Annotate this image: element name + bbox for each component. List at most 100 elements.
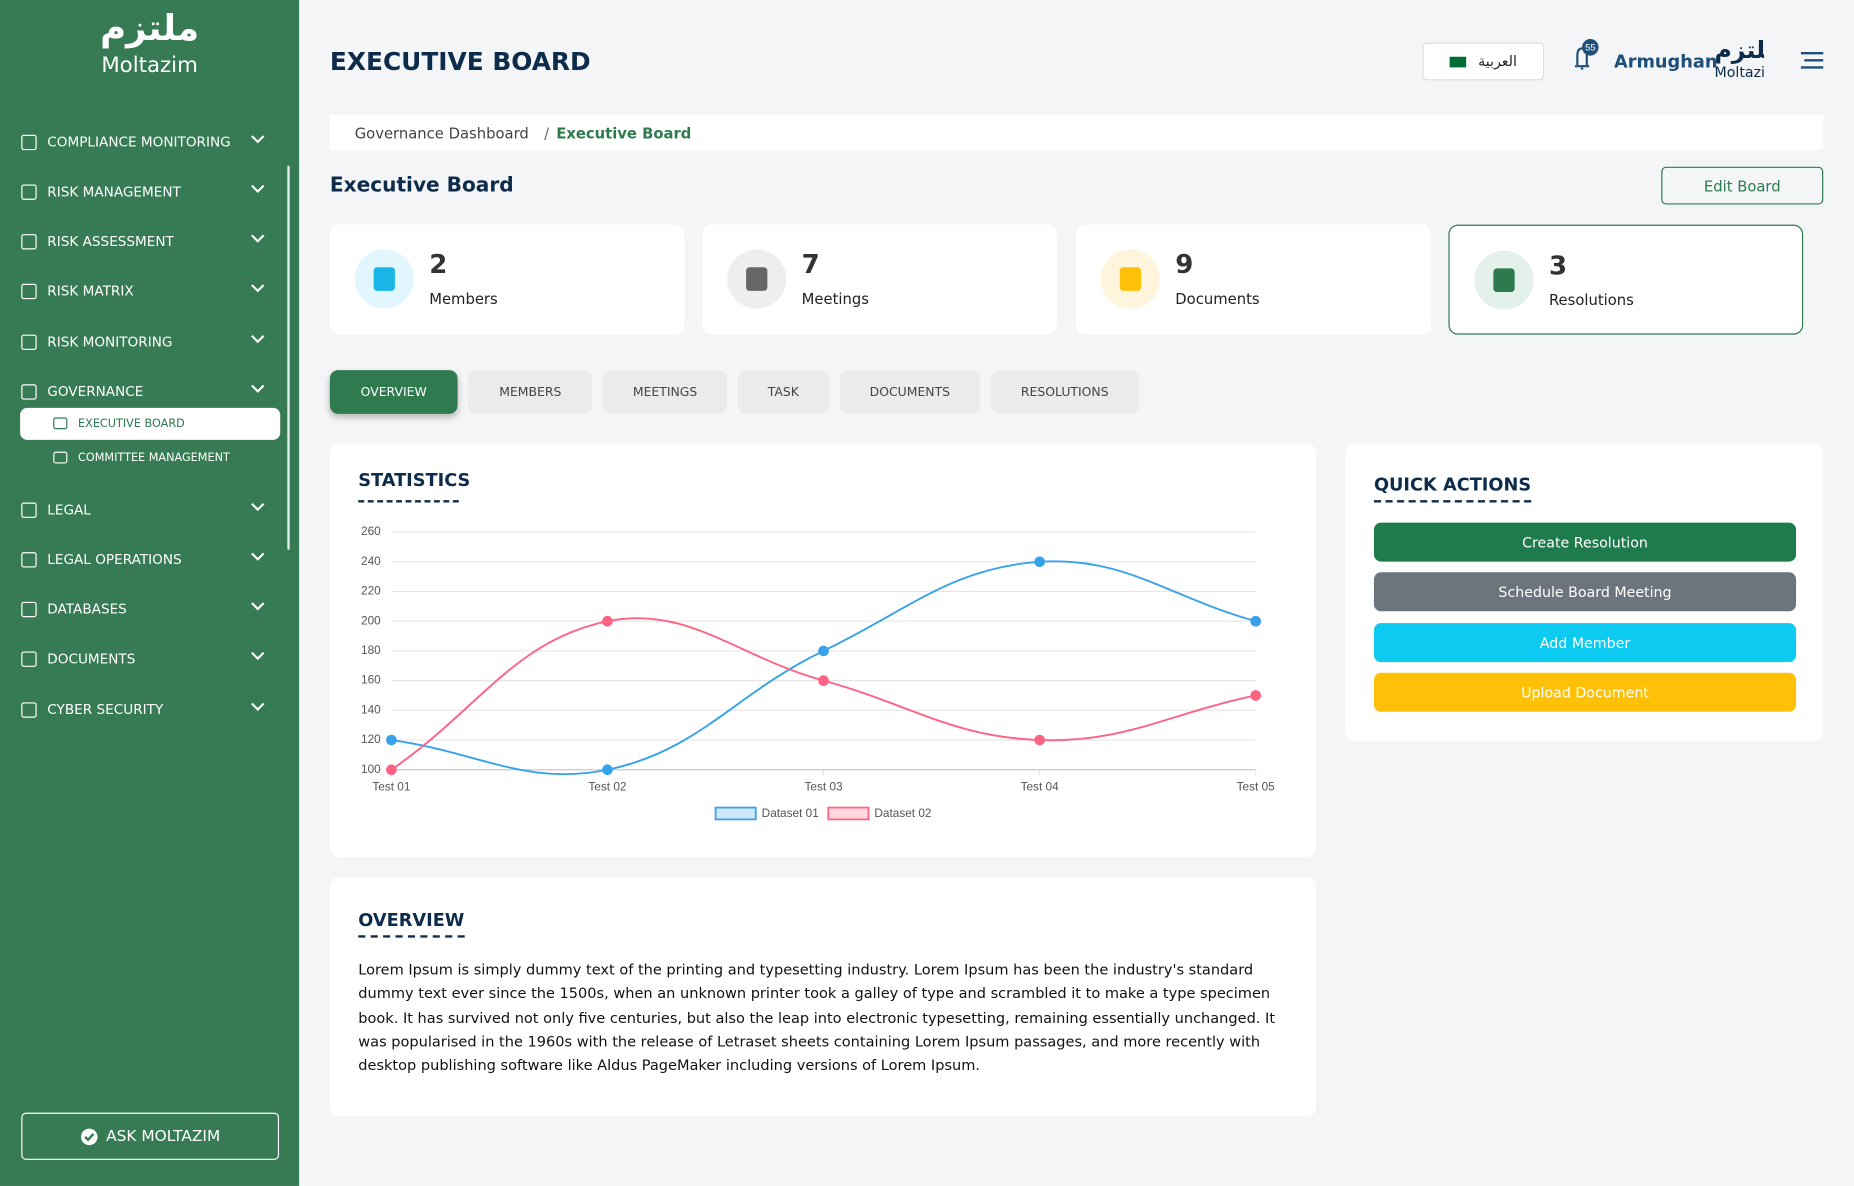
sidebar: ملتزم Moltazim ASK MOLTAZIM COMPLIANCE M… [0, 0, 300, 1186]
menu-icon [21, 233, 37, 249]
check-icon [80, 1128, 98, 1145]
menu-item[interactable]: DOCUMENTS [21, 647, 269, 671]
menu-item[interactable]: CYBER SECURITY [21, 698, 269, 722]
point [1034, 556, 1045, 568]
tab[interactable]: OVERVIEW [329, 370, 458, 414]
x-tick-label: Test 05 [1237, 780, 1276, 794]
x-tick-label: Test 02 [588, 780, 626, 794]
breadcrumb-current: Executive Board [556, 123, 692, 142]
breadcrumb-separator: / [544, 123, 550, 142]
brand-logo: ملتزم Moltazim [1714, 35, 1764, 85]
menu-item[interactable]: DATABASES [21, 597, 269, 621]
statistics-card: STATISTICS 100 120 140 160 180 200 220 240 260 Te… [329, 443, 1317, 858]
y-tick-label: 260 [361, 524, 381, 538]
chart-title: STATISTICS [358, 471, 470, 491]
menu-icon [21, 551, 37, 567]
legend-swatch [714, 806, 757, 821]
stat-icon [354, 249, 414, 309]
menu-label: CYBER SECURITY [47, 701, 164, 718]
y-tick-label: 200 [361, 613, 381, 627]
chevron [251, 135, 265, 144]
menu-item[interactable]: RISK ASSESSMENT [21, 229, 269, 253]
tab[interactable]: DOCUMENTS [839, 370, 981, 414]
y-tick-label: 140 [361, 702, 381, 716]
menu-item[interactable]: RISK MANAGEMENT [21, 180, 269, 204]
menu-icon [21, 283, 37, 299]
ask-button[interactable]: ASK MOLTAZIM [21, 1112, 280, 1160]
submenu-item[interactable]: EXECUTIVE BOARD [20, 407, 281, 440]
menu-label: DATABASES [47, 600, 127, 618]
stat-label: Meetings [801, 289, 869, 308]
submenu-icon [53, 417, 68, 430]
quick-actions-card: QUICK ACTIONS Create Resolution Schedule … [1345, 443, 1824, 742]
chevron [251, 184, 265, 194]
menu-label: DOCUMENTS [47, 650, 136, 667]
y-tick-label: 220 [361, 584, 381, 598]
line [390, 617, 1256, 771]
overview-text: Lorem Ipsum is simply dummy text of the … [358, 961, 1276, 1074]
tab[interactable]: RESOLUTIONS [990, 370, 1139, 414]
menu-label: LEGAL OPERATIONS [47, 550, 182, 568]
legend-label: Dataset 02 [874, 806, 931, 820]
point [602, 764, 613, 776]
line [391, 560, 1256, 776]
submenu-item[interactable]: COMMITTEE MANAGEMENT [20, 442, 280, 474]
breadcrumb-parent[interactable]: Governance Dashboard [354, 123, 529, 142]
stat-icon [1474, 250, 1534, 310]
hamburger[interactable] [1800, 51, 1825, 71]
tab[interactable]: TASK [737, 370, 829, 414]
menu-label: COMPLIANCE MONITORING [47, 133, 231, 151]
user-name[interactable]: Armughan [1613, 50, 1718, 73]
stat-card: 3 Resolutions [1448, 224, 1804, 335]
brand-text: Moltazim [1714, 63, 1764, 81]
chevron [251, 284, 265, 293]
chevron [251, 335, 265, 344]
quick-action-button[interactable]: Upload Document [1373, 672, 1797, 712]
flag [1449, 56, 1467, 67]
stat-icon [1100, 249, 1160, 309]
quick-action-button[interactable]: Create Resolution [1373, 522, 1797, 562]
x-tick-label: Test 04 [1021, 780, 1060, 794]
header-title: EXECUTIVE BOARD [329, 47, 591, 76]
logo-arabic: ملتزم [100, 8, 200, 50]
bell[interactable]: 55 [1570, 38, 1605, 76]
quick-action-button[interactable]: Add Member [1373, 623, 1797, 663]
x-tick-label: Test 03 [804, 780, 843, 794]
y-tick-label: 120 [361, 732, 381, 746]
menu-label: RISK ASSESSMENT [47, 232, 174, 250]
menu-item[interactable]: LEGAL [21, 498, 269, 522]
menu-item[interactable]: COMPLIANCE MONITORING [21, 130, 269, 154]
menu-item[interactable]: RISK MATRIX [21, 279, 269, 303]
chevron [251, 384, 265, 393]
logo-text: Moltazim [101, 53, 198, 79]
menu-icon [21, 701, 37, 718]
stat-glyph [1493, 268, 1515, 293]
point [818, 645, 829, 657]
point [818, 675, 829, 686]
tab[interactable]: MEETINGS [603, 370, 728, 414]
point [602, 615, 613, 627]
menu-item[interactable]: GOVERNANCE [21, 380, 269, 404]
y-tick-label: 100 [361, 762, 381, 776]
page-heading: Executive Board [329, 173, 514, 198]
quick-action-button[interactable]: Schedule Board Meeting [1373, 572, 1797, 612]
menu-icon [21, 183, 37, 200]
scrollbar [287, 165, 290, 550]
notification-count: 55 [1585, 42, 1595, 53]
tab[interactable]: MEMBERS [468, 370, 593, 414]
menu-item[interactable]: RISK MONITORING [21, 330, 269, 354]
stat-value: 2 [429, 250, 448, 281]
menu-icon [21, 383, 37, 400]
x-tick-label: Test 01 [372, 780, 410, 794]
menu-item[interactable]: LEGAL OPERATIONS [21, 547, 269, 571]
language-select[interactable]: العربية [1422, 42, 1545, 81]
chevron [251, 602, 265, 611]
point [386, 734, 397, 746]
stat-card: 2 Members [329, 224, 685, 335]
y-tick-label: 160 [361, 673, 381, 687]
menu-icon [21, 334, 37, 350]
menu-icon [21, 134, 37, 150]
edit-board-button[interactable]: Edit Board [1661, 166, 1824, 205]
